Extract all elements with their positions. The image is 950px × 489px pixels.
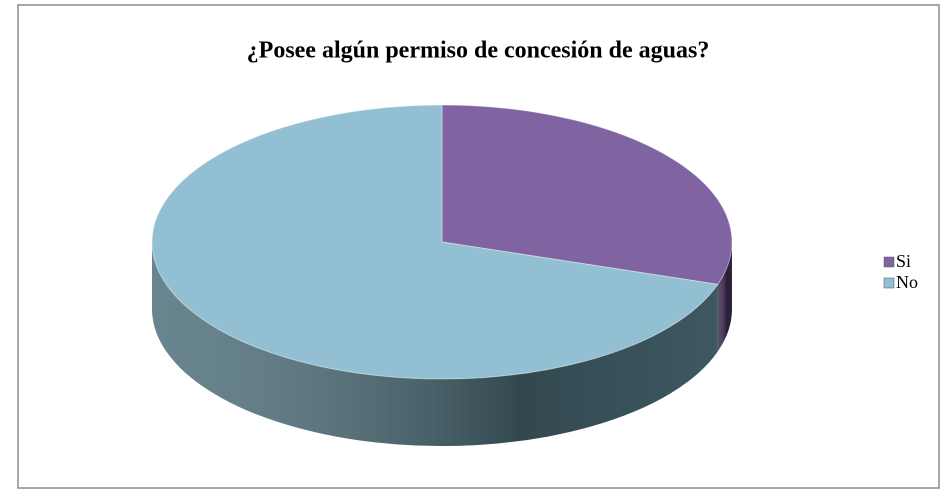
legend-label: Si xyxy=(896,251,911,271)
slice-side-shade xyxy=(152,242,718,446)
legend-swatch xyxy=(883,277,895,289)
legend-swatch xyxy=(883,256,895,268)
chart-title: ¿Posee algún permiso de concesión de agu… xyxy=(247,38,710,64)
slice xyxy=(441,104,733,285)
slice-side-shade xyxy=(717,242,732,352)
slice xyxy=(151,104,719,380)
legend-label: No xyxy=(896,272,918,292)
